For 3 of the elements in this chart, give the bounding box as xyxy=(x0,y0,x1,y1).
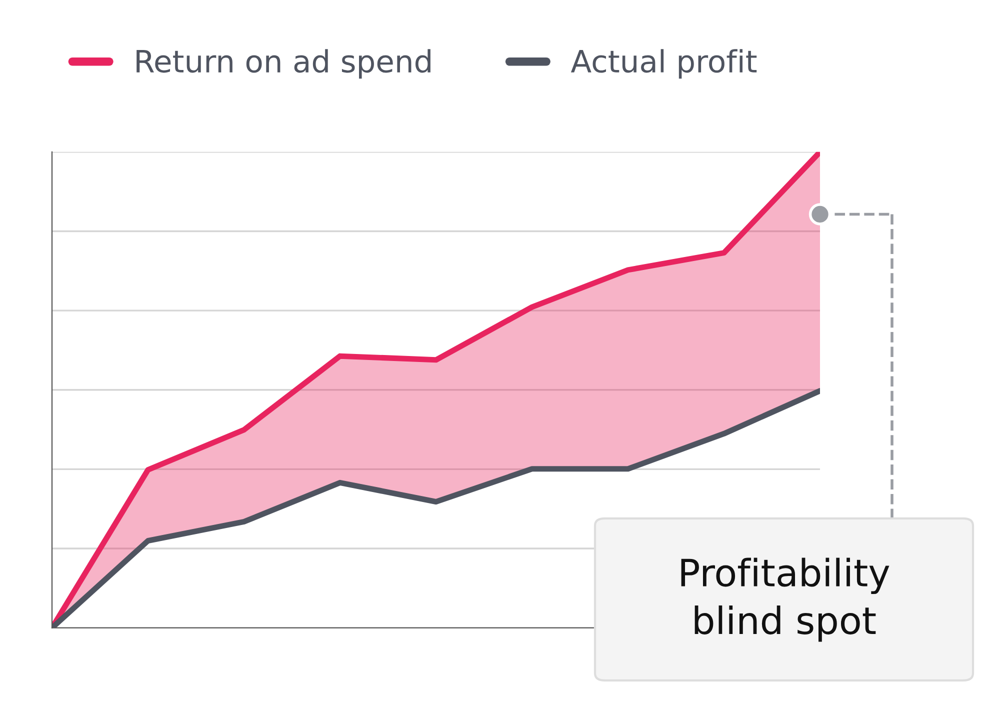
legend-label: Return on ad spend xyxy=(136,49,430,79)
annotation: Profitability blind spot xyxy=(681,558,890,642)
legend-label: Actual profit xyxy=(570,49,757,79)
